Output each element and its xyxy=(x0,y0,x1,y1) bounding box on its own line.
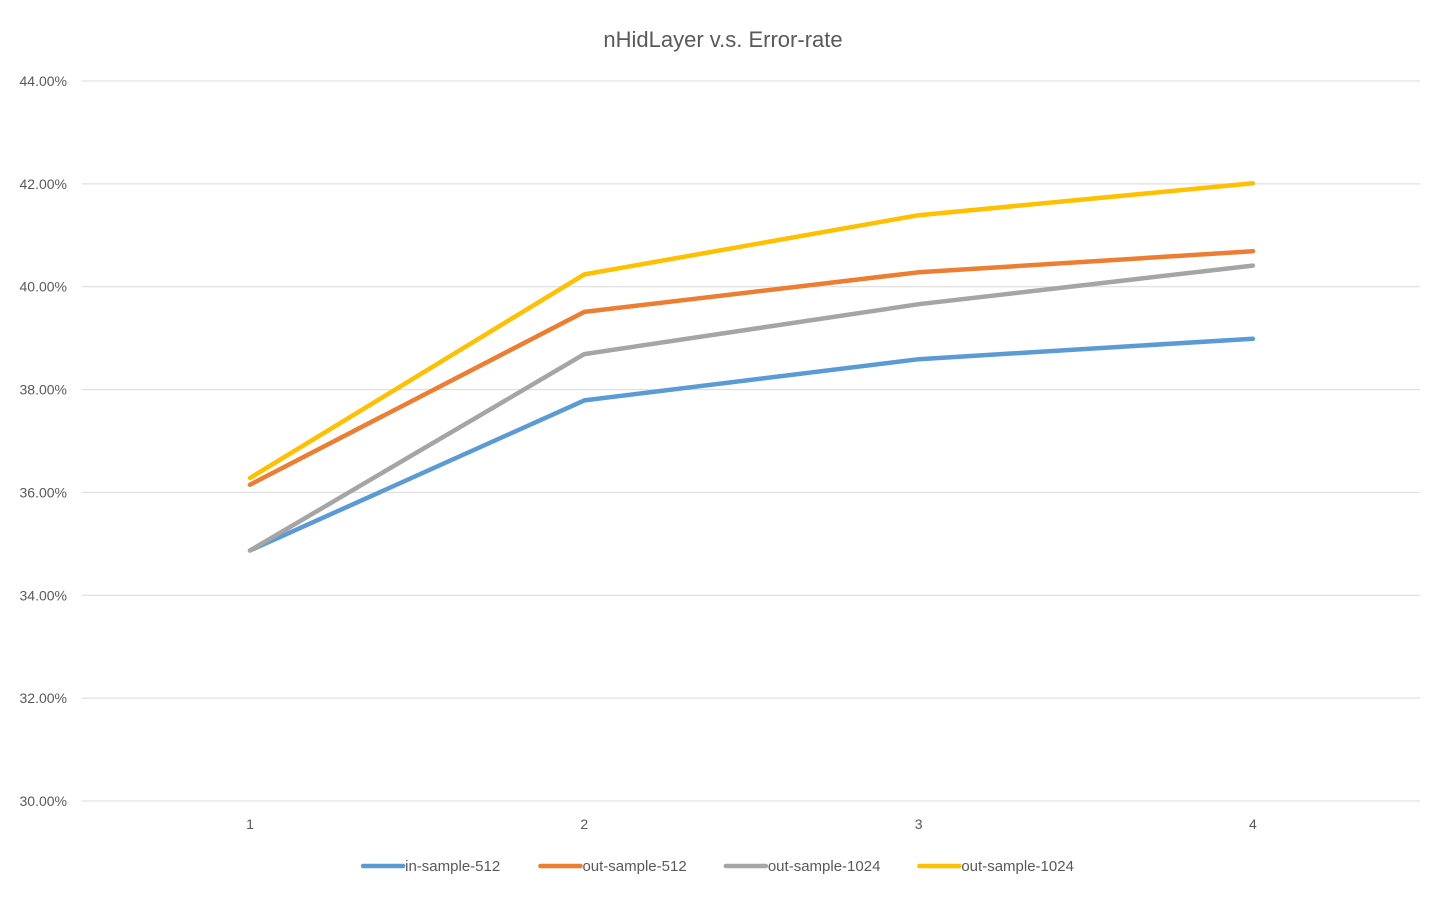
legend-item-2: out-sample-1024 xyxy=(723,858,881,875)
series-line-out-sample-1024-2 xyxy=(247,263,1256,553)
x-tick-label: 2 xyxy=(580,816,588,832)
legend-item-1: out-sample-512 xyxy=(538,858,687,875)
x-tick-label: 3 xyxy=(915,816,923,832)
series-line-out-sample-1024-3 xyxy=(247,181,1256,481)
legend-label: out-sample-512 xyxy=(582,858,686,875)
y-tick-label: 36.00% xyxy=(20,484,67,500)
y-tick-label: 44.00% xyxy=(20,73,67,89)
y-tick-label: 30.00% xyxy=(20,793,67,809)
series-line-out-sample-512-1 xyxy=(247,248,1256,487)
x-axis-tick-labels: 1 2 3 4 xyxy=(246,816,1257,832)
series-lines xyxy=(247,181,1256,553)
series-line-in-sample-512-0 xyxy=(247,336,1256,553)
gridlines xyxy=(82,80,1420,802)
x-tick-label: 4 xyxy=(1249,816,1257,832)
legend-label: in-sample-512 xyxy=(405,858,500,875)
y-tick-label: 34.00% xyxy=(20,587,67,603)
y-tick-label: 42.00% xyxy=(20,176,67,192)
legend-item-3: out-sample-1024 xyxy=(917,858,1074,875)
legend: in-sample-512 out-sample-512 out-sample-10… xyxy=(360,858,1074,875)
legend-item-0: in-sample-512 xyxy=(360,858,500,875)
legend-label: out-sample-1024 xyxy=(768,858,881,875)
x-tick-label: 1 xyxy=(246,816,254,832)
chart-title: nHidLayer v.s. Error-rate xyxy=(603,27,842,52)
y-tick-label: 32.00% xyxy=(20,690,67,706)
y-tick-label: 38.00% xyxy=(20,382,67,398)
y-tick-label: 40.00% xyxy=(20,279,67,295)
legend-label: out-sample-1024 xyxy=(961,858,1074,875)
y-axis-tick-labels: 30.00% 32.00% 34.00% 36.00% 38.00% 40.00% 42.0… xyxy=(20,73,67,809)
